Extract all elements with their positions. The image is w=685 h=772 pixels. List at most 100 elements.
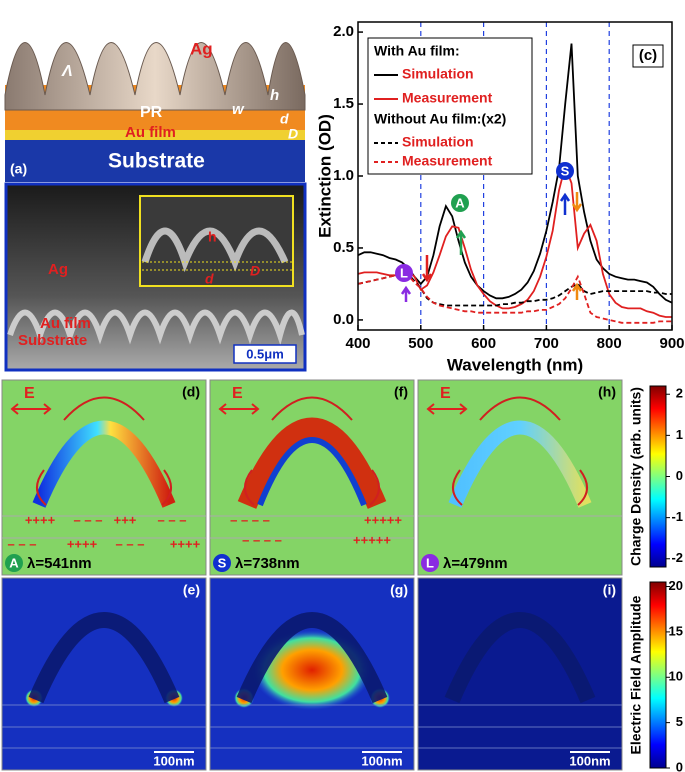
x-tick-label: 500: [408, 335, 433, 352]
charge-label: – – –: [8, 536, 37, 551]
colorbar-tick-label: -2: [671, 550, 683, 565]
field-label: E: [24, 385, 35, 402]
mode-label: L: [426, 555, 434, 570]
label: d: [280, 111, 289, 127]
panel-label: (d): [182, 384, 200, 400]
y-tick-label: 1.5: [333, 95, 354, 112]
label: PR: [140, 104, 163, 121]
colorbar-label: Electric Field Amplitude: [628, 595, 644, 754]
legend-heading: Without Au film:(x2): [374, 111, 506, 127]
colorbar: [649, 581, 667, 769]
charge-label: – – –: [74, 512, 103, 527]
scale-bar: 0.5μm: [246, 346, 284, 361]
arch: [444, 612, 596, 704]
arch: [448, 420, 592, 508]
wavelength-label: λ=479nm: [443, 555, 508, 572]
panel-c: 400 500 600 700 800 900 0.0 0.5 1.0 1.5 2.0 Wavelen…: [315, 21, 685, 374]
sem-grating: [7, 309, 305, 346]
legend-label: Simulation: [402, 66, 474, 82]
panels-d-i: E (d) ++++ – – – +++ – – – – – – ++++ – – – ++++ A…: [1, 379, 683, 772]
legend-box: [367, 37, 533, 175]
panel-label: (e): [183, 582, 200, 598]
y-tick-label: 1.0: [333, 167, 354, 184]
arrow: [571, 192, 583, 213]
colorbar-tick-label: 15: [669, 623, 683, 638]
label: Ag: [48, 261, 68, 278]
label: D: [250, 263, 260, 279]
wavelength-label: λ=738nm: [235, 555, 300, 572]
y-tick-label: 2.0: [333, 23, 354, 40]
arch: [28, 612, 180, 704]
current-arrow: [452, 396, 588, 506]
scale-bar: 100nm: [153, 753, 194, 768]
arch: [237, 417, 387, 509]
colorbar-tick-label: 1: [676, 427, 683, 442]
scale-bar: 100nm: [569, 753, 610, 768]
colorbar-tick-label: -1: [671, 509, 683, 524]
substrate-layer: [5, 140, 305, 182]
charge-map: [417, 379, 623, 576]
colorbar-tick-label: 0: [676, 468, 683, 483]
field-label: E: [440, 385, 451, 402]
arrow: [571, 282, 583, 300]
colorbar-label: Charge Density (arb. units): [628, 387, 644, 566]
field-arrow: [426, 403, 468, 415]
label: Au film: [40, 315, 91, 332]
field-arrow: [10, 403, 52, 415]
ag-grating: [4, 42, 306, 111]
label: Λ: [61, 63, 73, 80]
mode-label: S: [218, 555, 227, 570]
arrow: [400, 285, 412, 302]
charge-map: [1, 379, 207, 576]
colorbar: [649, 385, 667, 568]
label: Au film: [125, 124, 176, 141]
label: D: [288, 126, 298, 142]
label: Substrate: [18, 332, 87, 349]
field-arrow: [218, 403, 260, 415]
scale-bar-box: [233, 344, 297, 364]
arrow: [455, 229, 467, 255]
arrow: [421, 255, 433, 283]
panel-label: (a): [10, 161, 27, 177]
x-tick-label: 800: [597, 335, 622, 352]
label: w: [232, 101, 245, 118]
charge-label: ++++: [170, 536, 201, 551]
inset: [139, 195, 294, 287]
mode-marker: [213, 554, 231, 572]
hotspot: [252, 630, 372, 710]
field-label: E: [232, 385, 243, 402]
arch: [32, 420, 176, 508]
charge-map: [209, 379, 415, 576]
mode-marker: [421, 554, 439, 572]
field-map: [417, 577, 623, 771]
legend-label: Simulation: [402, 134, 474, 150]
charge-label: ++++: [25, 512, 56, 527]
field-map: [1, 577, 207, 771]
legend-label: Measurement: [402, 153, 493, 169]
arch: [236, 612, 388, 704]
colorbar-tick-label: 2: [676, 386, 683, 401]
plot-frame: [357, 21, 673, 331]
panel-label: (c): [639, 47, 657, 64]
charge-label: +++++: [353, 532, 391, 547]
charge-label: – – –: [116, 536, 145, 551]
y-tick-label: 0.5: [333, 239, 354, 256]
charge-label: – – – –: [230, 512, 270, 527]
x-tick-label: 700: [534, 335, 559, 352]
series-line: [357, 271, 672, 324]
mode-label: A: [455, 195, 465, 210]
panel-a: Λ Ag PR w h d D Au film Substrate (a): [4, 39, 306, 182]
panel-label-box: [632, 44, 664, 68]
panel-a-sem: h D d Ag Au film Substrate 0.5μm: [4, 182, 307, 372]
series-line: [357, 273, 672, 307]
charge-label: +++++: [364, 512, 402, 527]
y-tick-label: 0.0: [333, 311, 354, 328]
au-layer: [5, 130, 305, 140]
panel-label: (f): [394, 384, 408, 400]
colorbar-tick-label: 0: [676, 759, 683, 772]
x-axis-label: Wavelength (nm): [447, 355, 583, 374]
arch-inner: [257, 437, 367, 507]
arrow: [559, 192, 571, 215]
colorbar-tick-label: 20: [669, 578, 683, 593]
